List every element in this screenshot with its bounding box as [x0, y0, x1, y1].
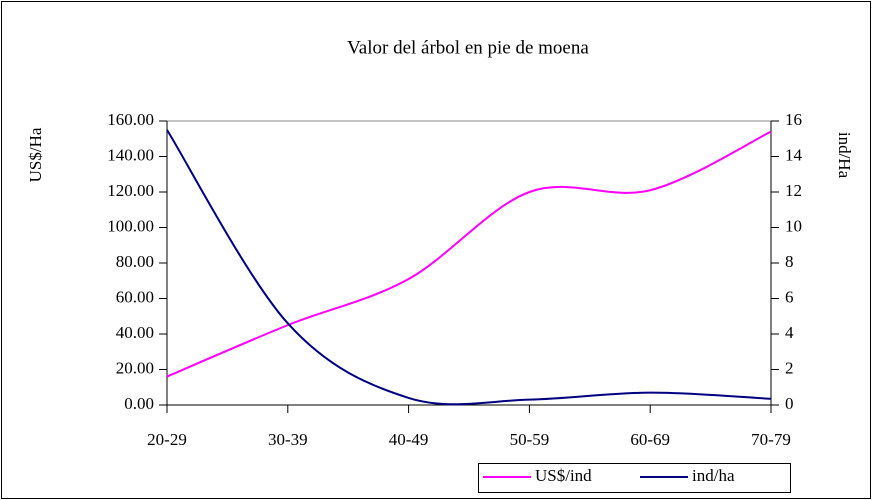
legend-label: US$/ind [535, 466, 592, 485]
legend-box [478, 463, 791, 493]
x-tick-label: 30-39 [268, 430, 308, 449]
series-line [166, 130, 772, 378]
y2-tick-label: 12 [785, 181, 802, 200]
y-tick-label: 140.00 [107, 145, 154, 164]
y2-tick-label: 2 [785, 358, 794, 377]
y-tick-label: 60.00 [116, 287, 154, 306]
legend-label: ind/ha [692, 466, 735, 485]
x-tick-label: 20-29 [147, 430, 187, 449]
y-axis-title: US$/Ha [26, 127, 45, 182]
y-tick-label: 0.00 [124, 394, 154, 413]
y2-axis-title: ind/Ha [835, 132, 854, 179]
y2-tick-label: 10 [785, 216, 802, 235]
y2-tick-label: 14 [785, 145, 803, 164]
y2-tick-label: 4 [785, 323, 794, 342]
y2-tick-label: 0 [785, 394, 794, 413]
chart-title: Valor del árbol en pie de moena [347, 37, 589, 58]
y2-tick-label: 16 [785, 110, 802, 129]
y-tick-label: 160.00 [107, 110, 154, 129]
y2-tick-label: 6 [785, 287, 794, 306]
series-line [166, 129, 772, 406]
y-tick-label: 80.00 [116, 252, 154, 271]
y-tick-label: 120.00 [107, 181, 154, 200]
x-tick-label: 40-49 [389, 430, 429, 449]
y-tick-label: 40.00 [116, 323, 154, 342]
y2-tick-label: 8 [785, 252, 794, 271]
x-tick-label: 50-59 [510, 430, 550, 449]
x-tick-label: 70-79 [751, 430, 791, 449]
y-tick-label: 20.00 [116, 358, 154, 377]
x-tick-label: 60-69 [630, 430, 670, 449]
y-tick-label: 100.00 [107, 216, 154, 235]
